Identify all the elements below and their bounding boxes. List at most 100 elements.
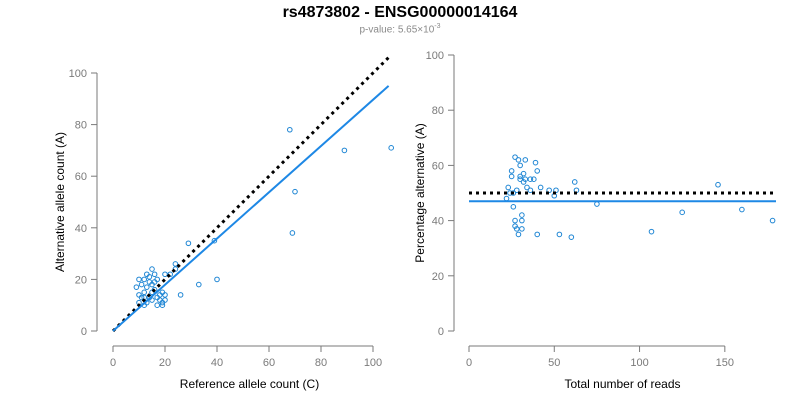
data-point: [527, 187, 534, 194]
data-point: [522, 176, 529, 182]
y-tick-label: 40: [75, 223, 87, 235]
data-point: [568, 234, 575, 240]
data-point: [520, 179, 527, 185]
y-tick-label: 80: [75, 120, 87, 132]
data-point: [512, 217, 518, 224]
x-axis-title-allele-counts: Reference allele count (C): [180, 377, 319, 391]
data-point: [162, 297, 168, 303]
x-tick-label: 150: [716, 357, 734, 369]
data-point: [172, 261, 179, 267]
y-tick-label: 40: [432, 216, 444, 228]
data-point: [534, 168, 541, 174]
data-point: [513, 226, 520, 232]
data-point: [515, 231, 522, 238]
data-point: [214, 276, 220, 283]
x-tick-label: 100: [630, 357, 648, 369]
data-point: [519, 217, 525, 224]
data-point: [138, 294, 145, 301]
data-point: [571, 179, 578, 185]
data-point: [715, 181, 721, 188]
data-point: [167, 271, 173, 278]
data-point: [512, 154, 518, 160]
data-point: [517, 173, 523, 180]
data-point: [136, 276, 142, 283]
data-point: [211, 237, 218, 244]
data-point: [648, 228, 655, 235]
y-axis-title-allele-counts: Alternative allele count (A): [53, 132, 67, 272]
data-point: [520, 170, 527, 177]
data-point: [769, 217, 776, 224]
data-point: [196, 281, 202, 288]
data-point: [144, 284, 150, 290]
data-point: [162, 292, 168, 298]
y-tick-label: 80: [432, 105, 444, 117]
y-tick-label: 60: [432, 160, 444, 172]
y-axis-title-percentage: Percentage alternative (A): [413, 123, 427, 262]
data-point: [517, 176, 523, 182]
data-point: [141, 289, 147, 296]
data-point: [133, 284, 140, 290]
data-point: [141, 276, 147, 283]
data-point: [556, 231, 563, 238]
x-tick-label: 0: [466, 357, 472, 369]
data-point: [739, 206, 745, 213]
data-point: [503, 195, 510, 202]
y-tick-label: 20: [75, 274, 87, 286]
allele-count-scatter-panel: Reference allele count (C) Alternative a…: [53, 56, 395, 391]
data-point: [154, 276, 160, 283]
data-point: [532, 159, 539, 166]
data-point: [287, 126, 293, 133]
data-point: [513, 187, 520, 194]
data-point: [510, 204, 517, 210]
data-point: [289, 230, 296, 236]
data-point: [388, 145, 395, 151]
data-point: [522, 157, 529, 163]
data-point: [159, 302, 166, 309]
data-point: [177, 292, 184, 298]
data-point: [138, 281, 145, 288]
data-point: [149, 297, 155, 303]
data-point: [508, 173, 515, 180]
data-point: [146, 274, 153, 280]
data-point: [151, 271, 158, 278]
data-point: [537, 184, 544, 191]
x-tick-label: 80: [315, 357, 327, 369]
pvalue-label: p-value: 5.65×10: [359, 24, 435, 36]
data-point: [534, 231, 541, 238]
data-point: [519, 212, 525, 218]
y-tick-label: 60: [75, 171, 87, 183]
data-point: [512, 223, 518, 229]
data-point: [154, 302, 160, 309]
y-tick-label: 100: [426, 50, 444, 62]
x-tick-label: 50: [548, 357, 560, 369]
data-point: [519, 226, 525, 232]
x-axis-title-total-reads: Total number of reads: [564, 377, 680, 391]
y-tick-label: 0: [438, 326, 444, 338]
data-point: [546, 187, 552, 194]
percentage-scatter-panel: Total number of reads Percentage alterna…: [413, 50, 776, 391]
data-point: [151, 286, 158, 293]
chart-title: rs4873802 - ENSG00000014164: [282, 4, 518, 21]
data-point: [679, 209, 685, 216]
fitted-line: [112, 85, 390, 332]
data-point: [162, 271, 168, 278]
y-tick-label: 0: [81, 326, 87, 338]
data-point: [594, 201, 600, 207]
x-tick-label: 40: [211, 357, 223, 369]
x-tick-label: 0: [110, 357, 116, 369]
data-point: [524, 184, 530, 191]
data-point: [531, 176, 537, 182]
x-tick-label: 20: [159, 357, 171, 369]
data-point: [527, 176, 534, 182]
y-tick-label: 20: [432, 271, 444, 283]
data-point: [508, 168, 515, 174]
data-point: [172, 266, 179, 272]
data-point: [505, 184, 512, 191]
pvalue-exponent: -3: [434, 23, 441, 30]
x-tick-label: 60: [263, 357, 275, 369]
data-point: [517, 162, 523, 169]
data-point: [185, 240, 192, 247]
pvalue-subtitle: p-value: 5.65×10-3: [0, 23, 800, 35]
